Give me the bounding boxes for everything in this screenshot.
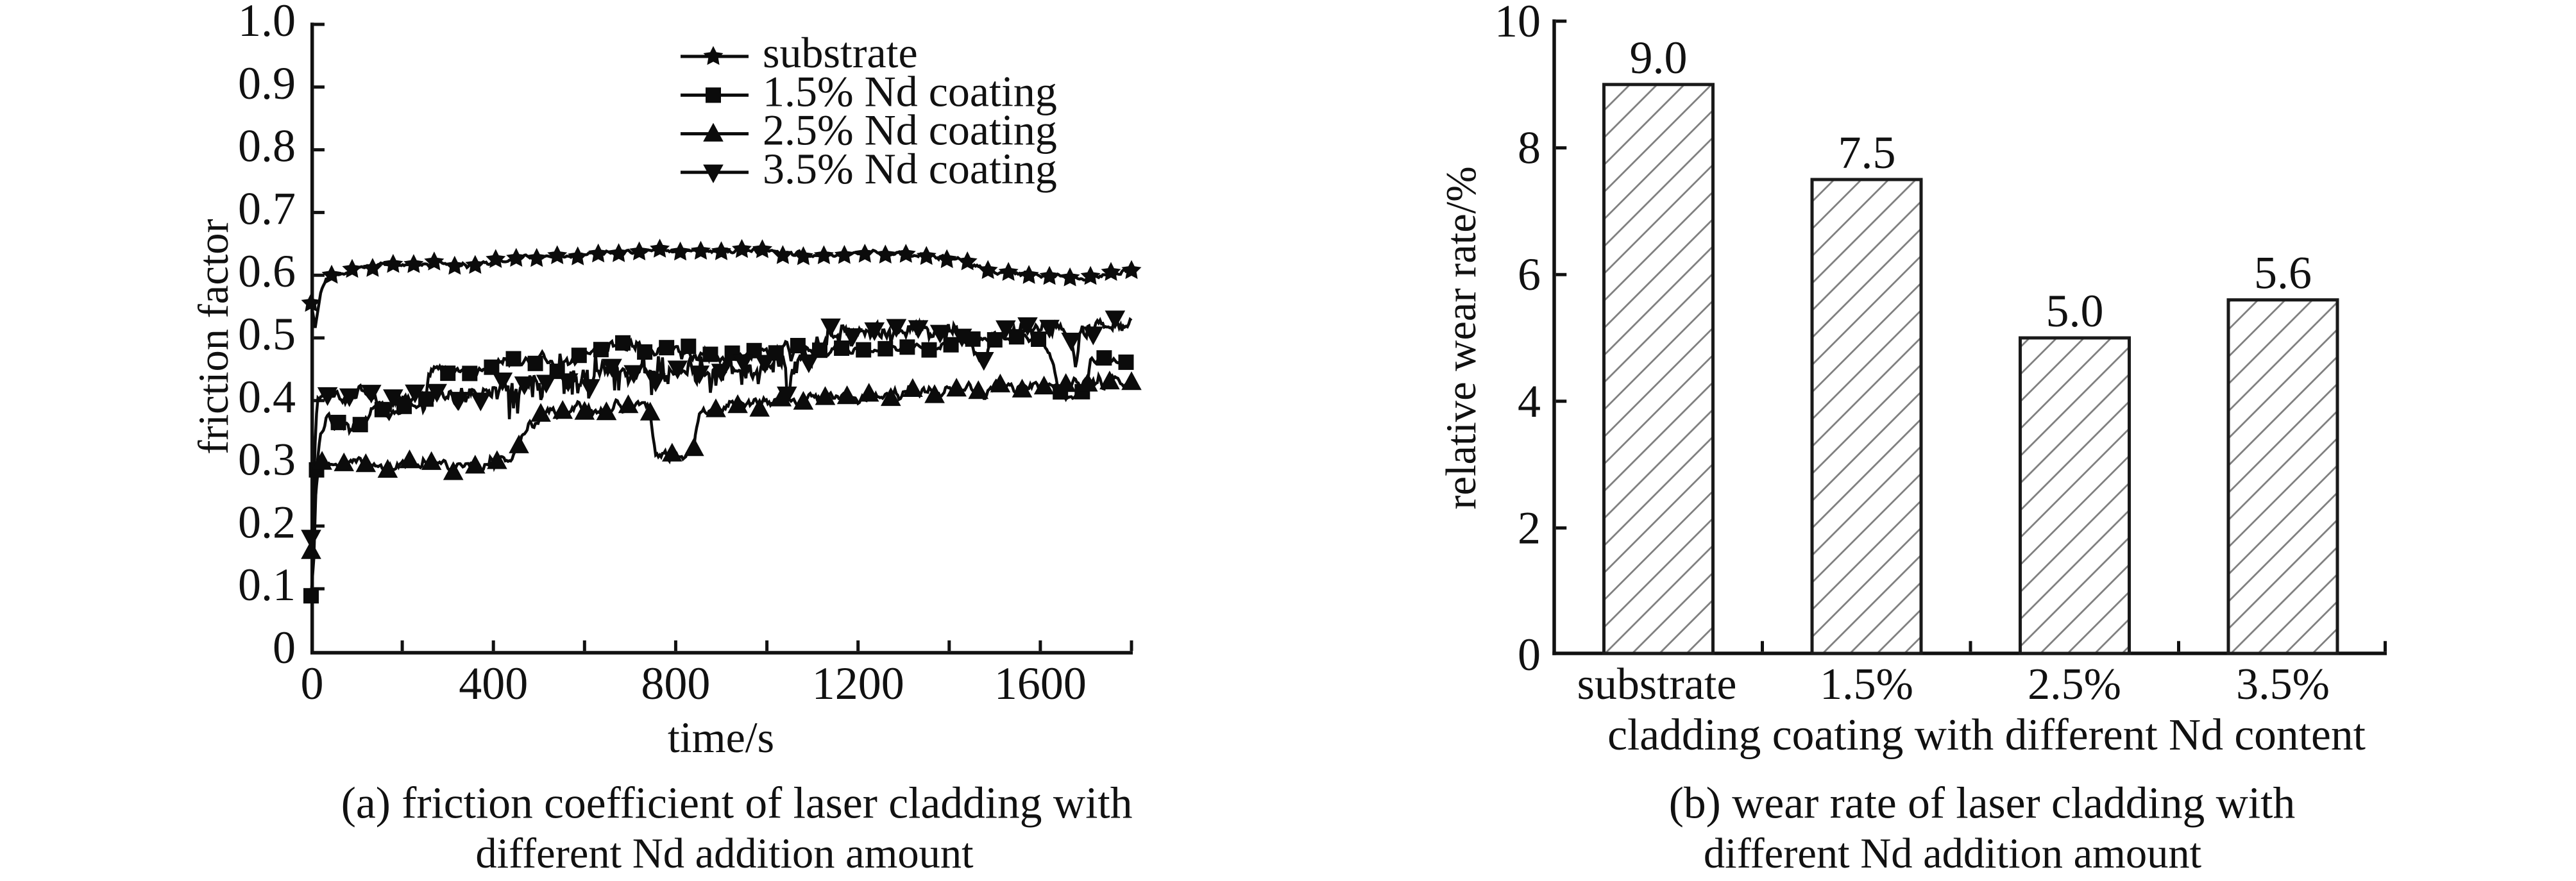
svg-text:0.8: 0.8 bbox=[238, 121, 296, 172]
svg-text:0.9: 0.9 bbox=[238, 58, 296, 109]
svg-text:0.7: 0.7 bbox=[238, 183, 296, 234]
svg-text:10: 10 bbox=[1495, 0, 1541, 47]
svg-text:0: 0 bbox=[273, 622, 296, 673]
svg-text:2.5%: 2.5% bbox=[2028, 660, 2121, 709]
svg-text:different Nd addition amount: different Nd addition amount bbox=[1704, 830, 2202, 877]
svg-text:0.4: 0.4 bbox=[238, 371, 296, 423]
svg-text:0.5: 0.5 bbox=[238, 308, 296, 360]
svg-text:5.0: 5.0 bbox=[2046, 285, 2104, 337]
svg-text:1.5% Nd coating: 1.5% Nd coating bbox=[763, 67, 1057, 115]
svg-text:0.6: 0.6 bbox=[238, 246, 296, 297]
svg-text:(b) wear rate of laser claddin: (b) wear rate of laser cladding with bbox=[1669, 779, 2295, 828]
svg-text:4: 4 bbox=[1518, 376, 1541, 427]
svg-text:5.6: 5.6 bbox=[2254, 248, 2312, 299]
svg-text:8: 8 bbox=[1518, 122, 1541, 174]
svg-text:0.1: 0.1 bbox=[238, 559, 296, 610]
svg-text:0.2: 0.2 bbox=[238, 496, 296, 548]
svg-text:different Nd addition amount: different Nd addition amount bbox=[475, 830, 974, 877]
svg-text:1.0: 1.0 bbox=[238, 0, 296, 46]
svg-text:2: 2 bbox=[1518, 502, 1541, 553]
svg-text:relative wear rate/%: relative wear rate/% bbox=[1438, 166, 1485, 509]
svg-text:0.3: 0.3 bbox=[238, 434, 296, 485]
svg-text:(a) friction coefficient of la: (a) friction coefficient of laser claddi… bbox=[341, 779, 1133, 828]
svg-text:friction factor: friction factor bbox=[191, 219, 237, 454]
svg-text:6: 6 bbox=[1518, 249, 1541, 300]
svg-text:substrate: substrate bbox=[763, 28, 918, 77]
svg-text:0: 0 bbox=[1518, 629, 1541, 680]
svg-text:substrate: substrate bbox=[1577, 660, 1737, 709]
svg-text:1.5%: 1.5% bbox=[1820, 660, 1913, 709]
svg-text:800: 800 bbox=[641, 658, 710, 709]
svg-text:400: 400 bbox=[459, 658, 528, 709]
svg-text:9.0: 9.0 bbox=[1630, 32, 1688, 83]
svg-text:1200: 1200 bbox=[812, 658, 904, 709]
svg-text:3.5%: 3.5% bbox=[2236, 660, 2330, 709]
svg-text:3.5% Nd coating: 3.5% Nd coating bbox=[763, 144, 1057, 193]
svg-text:7.5: 7.5 bbox=[1838, 127, 1896, 178]
svg-text:1600: 1600 bbox=[994, 658, 1087, 709]
svg-text:cladding coating with differen: cladding coating with different Nd conte… bbox=[1607, 710, 2366, 760]
svg-text:0: 0 bbox=[301, 658, 324, 709]
svg-text:2.5% Nd coating: 2.5% Nd coating bbox=[763, 106, 1057, 155]
svg-text:time/s: time/s bbox=[668, 713, 774, 762]
